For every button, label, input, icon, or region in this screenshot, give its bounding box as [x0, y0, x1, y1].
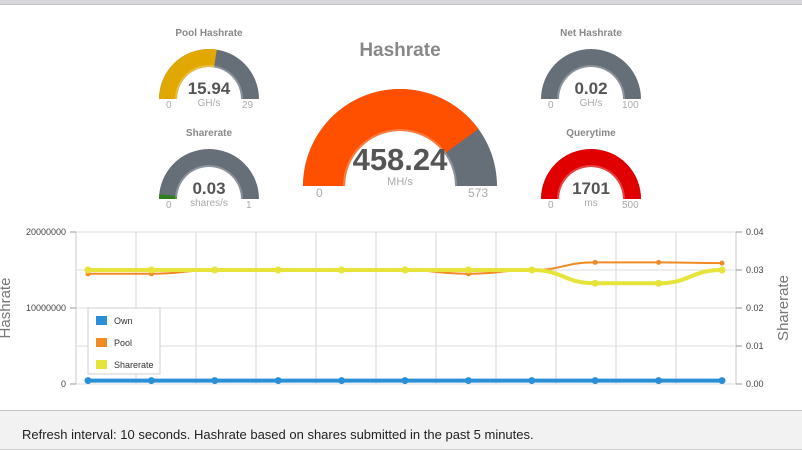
data-point-own	[591, 377, 599, 385]
y2-tick-label: 0.04	[746, 227, 764, 237]
legend-swatch-own	[96, 316, 107, 325]
data-point-own	[401, 377, 409, 385]
gauge-min: 0	[548, 200, 554, 211]
gauge-fill	[159, 194, 178, 199]
data-point-pool	[592, 259, 598, 265]
gauge-arc	[541, 149, 641, 199]
gauge-fill	[541, 149, 641, 199]
data-point-own	[718, 377, 726, 385]
data-point-own	[147, 377, 155, 385]
y-axis-title: Hashrate	[0, 278, 14, 339]
pool-hashrate-gauge: Pool Hashrate 15.94 GH/s 0 29	[149, 26, 269, 116]
gauge-min: 0	[166, 100, 172, 111]
gauge-unit: shares/s	[190, 198, 228, 209]
gauge-value: 458.24	[352, 142, 448, 177]
data-point-sharerate	[211, 266, 219, 274]
gauge-value: 1701	[572, 179, 610, 198]
gauge-max: 1	[246, 200, 252, 211]
gauge-title: Querytime	[566, 128, 616, 139]
legend-label-own: Own	[114, 316, 133, 326]
gauge-arc	[541, 49, 641, 99]
gauge-max: 573	[468, 186, 489, 200]
data-point-sharerate	[338, 266, 346, 274]
gauge-title: Sharerate	[185, 128, 233, 139]
data-point-own	[274, 377, 282, 385]
y-tick-label: 0	[61, 379, 66, 389]
data-point-own	[655, 377, 663, 385]
y2-tick-label: 0.00	[746, 379, 764, 389]
gauge-fill	[159, 49, 217, 99]
gauge-min: 0	[548, 100, 554, 111]
gauge-arc	[159, 49, 259, 99]
legend-swatch-sharerate	[96, 360, 107, 369]
chart-canvas: 0 10000000 20000000 0.00 0.01 0.02 0.03 0.04 Has…	[0, 227, 792, 389]
gauge-track	[541, 49, 641, 99]
legend-swatch-pool	[96, 338, 107, 347]
y-tick-label: 20000000	[26, 227, 66, 237]
refresh-info-text: Refresh interval: 10 seconds. Hashrate b…	[22, 427, 534, 442]
gauge-title: Net Hashrate	[560, 28, 622, 39]
top-bar	[0, 0, 802, 5]
gauge-title: Hashrate	[359, 40, 441, 61]
y2-axis-title: Sharerate	[775, 275, 792, 341]
data-point-sharerate	[718, 266, 726, 274]
gauge-value: 0.02	[574, 79, 608, 98]
legend-label-sharerate: Sharerate	[114, 360, 154, 370]
data-point-pool	[719, 260, 725, 266]
y2-tick-label: 0.03	[746, 265, 764, 275]
y2-tick-label: 0.02	[746, 303, 764, 313]
y-tick-label: 10000000	[26, 303, 66, 313]
gauge-min: 0	[316, 186, 323, 200]
gauge-arc	[159, 149, 259, 199]
gauge-unit: GH/s	[579, 98, 603, 109]
gauge-max: 500	[622, 200, 639, 211]
gauge-min: 0	[166, 200, 172, 211]
gauge-unit: GH/s	[197, 98, 221, 109]
data-point-pool	[656, 259, 662, 265]
gauge-fill	[303, 89, 479, 186]
data-point-own	[464, 377, 472, 385]
hashrate-gauge: Hashrate 458.24 MH/s 0 573	[300, 38, 500, 203]
status-footer: Refresh interval: 10 seconds. Hashrate b…	[0, 410, 802, 450]
legend-label-pool: Pool	[114, 338, 132, 348]
gauge-arc	[303, 89, 497, 186]
gauge-track	[159, 149, 259, 199]
gauge-unit: MH/s	[387, 176, 413, 188]
data-point-sharerate	[147, 266, 155, 274]
data-point-sharerate	[464, 266, 472, 274]
data-point-own	[338, 377, 346, 385]
data-point-own	[211, 377, 219, 385]
chart-legend: Own Pool Sharerate	[87, 307, 161, 375]
data-point-sharerate	[274, 266, 282, 274]
gauge-value: 15.94	[187, 79, 231, 98]
y2-tick-label: 0.01	[746, 341, 764, 351]
data-point-sharerate	[401, 266, 409, 274]
data-point-own	[84, 377, 92, 385]
data-point-sharerate	[528, 266, 536, 274]
querytime-gauge: Querytime 1701 ms 0 500	[531, 124, 651, 214]
hashrate-chart: 0 10000000 20000000 0.00 0.01 0.02 0.03 0.04 Has…	[0, 222, 802, 410]
gauge-max: 29	[242, 100, 254, 111]
gauge-value: 0.03	[192, 179, 226, 198]
gauge-max: 100	[622, 100, 639, 111]
data-point-sharerate	[84, 266, 92, 274]
data-point-sharerate	[655, 279, 663, 287]
data-point-sharerate	[591, 279, 599, 287]
gauge-unit: ms	[584, 198, 598, 209]
gauge-title: Pool Hashrate	[175, 28, 243, 39]
net-hashrate-gauge: Net Hashrate 0.02 GH/s 0 100	[531, 26, 651, 116]
data-point-own	[528, 377, 536, 385]
sharerate-gauge: Sharerate 0.03 shares/s 0 1	[149, 124, 269, 214]
